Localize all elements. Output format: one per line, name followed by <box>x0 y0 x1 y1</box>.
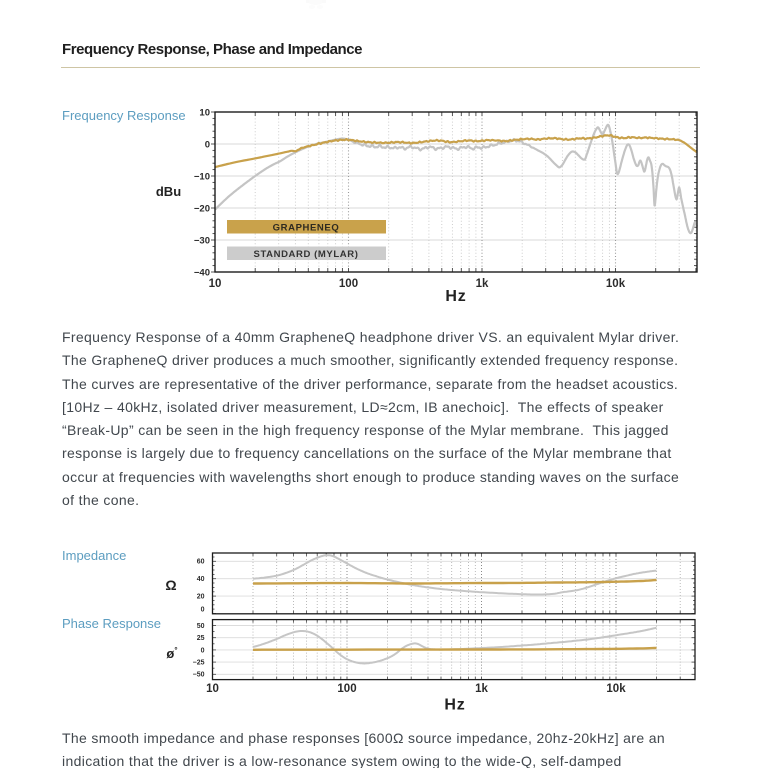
svg-text:100: 100 <box>337 683 356 695</box>
svg-text:Hz: Hz <box>445 288 466 305</box>
svg-text:1k: 1k <box>476 278 489 290</box>
svg-text:40: 40 <box>197 576 205 583</box>
svg-text:Hz: Hz <box>444 697 465 714</box>
svg-text:10: 10 <box>206 683 219 695</box>
svg-text:Ω: Ω <box>165 577 176 593</box>
svg-text:dBu: dBu <box>156 184 181 199</box>
svg-text:−50: −50 <box>193 672 205 679</box>
svg-text:−20: −20 <box>194 203 210 214</box>
svg-text:0: 0 <box>205 139 210 150</box>
svg-text:10: 10 <box>199 107 210 118</box>
svg-text:10k: 10k <box>606 278 626 290</box>
svg-text:−10: −10 <box>194 171 210 182</box>
svg-text:STANDARD (MYLAR): STANDARD (MYLAR) <box>254 249 359 260</box>
svg-text:10: 10 <box>209 278 222 290</box>
svg-text:0: 0 <box>201 647 205 654</box>
svg-text:10k: 10k <box>606 683 626 695</box>
svg-text:60: 60 <box>197 559 205 566</box>
svg-text:ø°: ø° <box>166 646 177 661</box>
svg-text:1k: 1k <box>475 683 488 695</box>
svg-text:100: 100 <box>339 278 358 290</box>
svg-text:−25: −25 <box>193 660 205 667</box>
svg-text:25: 25 <box>197 635 205 642</box>
svg-text:−30: −30 <box>194 235 210 246</box>
svg-text:GRAPHENEQ: GRAPHENEQ <box>273 223 340 234</box>
svg-text:50: 50 <box>197 623 205 630</box>
svg-text:20: 20 <box>197 594 205 601</box>
svg-text:−40: −40 <box>194 267 210 278</box>
svg-text:0: 0 <box>201 607 205 614</box>
